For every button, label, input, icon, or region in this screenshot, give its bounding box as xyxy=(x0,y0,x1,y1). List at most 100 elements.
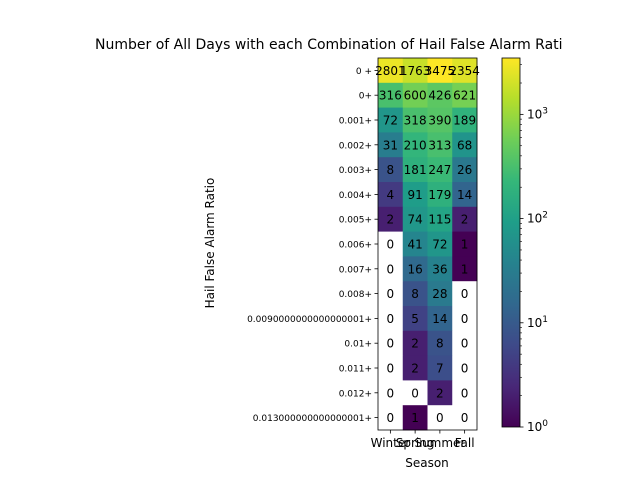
heatmap-cell xyxy=(452,182,478,208)
x-tick-label: Spring xyxy=(396,436,435,450)
heatmap-cell xyxy=(378,132,404,158)
cell-value-label: 0 xyxy=(436,411,444,425)
y-axis-label: Hail False Alarm Ratio xyxy=(203,178,217,309)
heatmap-cell xyxy=(402,330,428,356)
cell-value-label: 621 xyxy=(453,89,476,103)
heatmap-cell xyxy=(427,380,453,406)
cell-value-label: 2 xyxy=(411,362,419,376)
heatmap-cell xyxy=(402,281,428,307)
heatmap-cells xyxy=(378,58,478,431)
heatmap-cell xyxy=(452,306,478,332)
chart-title: Number of All Days with each Combination… xyxy=(95,37,563,53)
cell-value-label: 68 xyxy=(457,138,472,152)
cell-value-label: 0 xyxy=(387,262,395,276)
heatmap-cell xyxy=(427,157,453,183)
heatmap-cell xyxy=(427,107,453,133)
colorbar-tick-label: 100 xyxy=(527,419,548,434)
cell-value-label: 115 xyxy=(428,213,451,227)
cell-value-label: 2 xyxy=(436,386,444,400)
y-tick-label: 0.01+ xyxy=(344,340,372,350)
cell-value-label: 2354 xyxy=(449,64,480,78)
heatmap-cell xyxy=(378,405,404,431)
heatmap-cell xyxy=(378,380,404,406)
heatmap-cell xyxy=(378,256,404,282)
cell-value-label: 189 xyxy=(453,114,476,128)
cell-value-label: 0 xyxy=(387,411,395,425)
heatmap-cell xyxy=(402,182,428,208)
cell-value-label: 2801 xyxy=(375,64,406,78)
cell-value-label: 0 xyxy=(387,337,395,351)
cell-value-label: 28 xyxy=(432,287,447,301)
heatmap-cell xyxy=(378,58,404,84)
heatmap-cell xyxy=(402,405,428,431)
cell-value-label: 0 xyxy=(461,362,469,376)
heatmap-cell xyxy=(378,281,404,307)
heatmap-cell xyxy=(427,132,453,158)
heatmap-cell xyxy=(427,306,453,332)
cell-value-label: 31 xyxy=(383,138,398,152)
y-tick-label: 0.006+ xyxy=(339,241,372,251)
heatmap-cell xyxy=(402,231,428,257)
cell-value-label: 72 xyxy=(432,238,447,252)
heatmap-cell xyxy=(452,405,478,431)
cell-value-label: 0 xyxy=(387,238,395,252)
heatmap-cell xyxy=(427,82,453,108)
y-tick-label: 0.003+ xyxy=(339,166,372,176)
heatmap-cell xyxy=(427,330,453,356)
heatmap-cell xyxy=(378,107,404,133)
heatmap-cell xyxy=(452,157,478,183)
heatmap-cell xyxy=(402,306,428,332)
heatmap-cell xyxy=(402,132,428,158)
cell-value-label: 2 xyxy=(387,213,395,227)
cell-value-label: 179 xyxy=(428,188,451,202)
colorbar: 100 101 102 103 xyxy=(501,57,548,434)
cell-value-label: 4 xyxy=(387,188,395,202)
y-tick-label: 0.012+ xyxy=(339,389,372,399)
heatmap-cell xyxy=(452,107,478,133)
cell-value-label: 390 xyxy=(428,114,451,128)
heatmap-cell xyxy=(378,182,404,208)
heatmap-cell xyxy=(378,157,404,183)
heatmap-cell xyxy=(427,206,453,232)
cell-value-label: 181 xyxy=(404,163,427,177)
cell-value-label: 0 xyxy=(461,411,469,425)
cell-value-label: 0 xyxy=(461,287,469,301)
y-tick-label: 0 + xyxy=(356,67,372,77)
y-tick-label: 0.001+ xyxy=(339,117,372,127)
cell-value-label: 14 xyxy=(432,312,447,326)
x-axis-label: Season xyxy=(405,456,449,470)
cell-value-label: 91 xyxy=(407,188,422,202)
y-tick-label: 0.008+ xyxy=(339,290,372,300)
cell-value-label: 1 xyxy=(461,238,469,252)
x-tick-label: Summer xyxy=(414,436,465,450)
cell-value-label: 3475 xyxy=(425,64,456,78)
cell-value-label: 1 xyxy=(461,262,469,276)
cell-value-label: 210 xyxy=(404,138,427,152)
heatmap-cell xyxy=(378,330,404,356)
y-tick-label: 0.011+ xyxy=(339,365,372,375)
cell-value-label: 8 xyxy=(411,287,419,301)
cell-value-label: 41 xyxy=(407,238,422,252)
heatmap-cell xyxy=(378,231,404,257)
heatmap-cell xyxy=(402,82,428,108)
cell-value-label: 318 xyxy=(404,114,427,128)
cell-value-label: 0 xyxy=(387,287,395,301)
cell-value-label: 8 xyxy=(387,163,395,177)
x-tick-label: Winter xyxy=(371,436,411,450)
cell-value-label: 1763 xyxy=(400,64,431,78)
cell-value-label: 0 xyxy=(461,312,469,326)
heatmap-cell xyxy=(452,82,478,108)
heatmap-cell xyxy=(402,380,428,406)
colorbar-gradient xyxy=(501,57,521,428)
heatmap-cell xyxy=(452,231,478,257)
heatmap-cell xyxy=(452,58,478,84)
heatmap-cell xyxy=(452,355,478,381)
cell-value-label: 14 xyxy=(457,188,472,202)
colorbar-tick-label: 102 xyxy=(527,211,548,226)
heatmap-cell xyxy=(452,380,478,406)
cell-value-label: 0 xyxy=(387,312,395,326)
cell-value-label: 426 xyxy=(428,89,451,103)
colorbar-tick-label: 101 xyxy=(527,315,548,330)
